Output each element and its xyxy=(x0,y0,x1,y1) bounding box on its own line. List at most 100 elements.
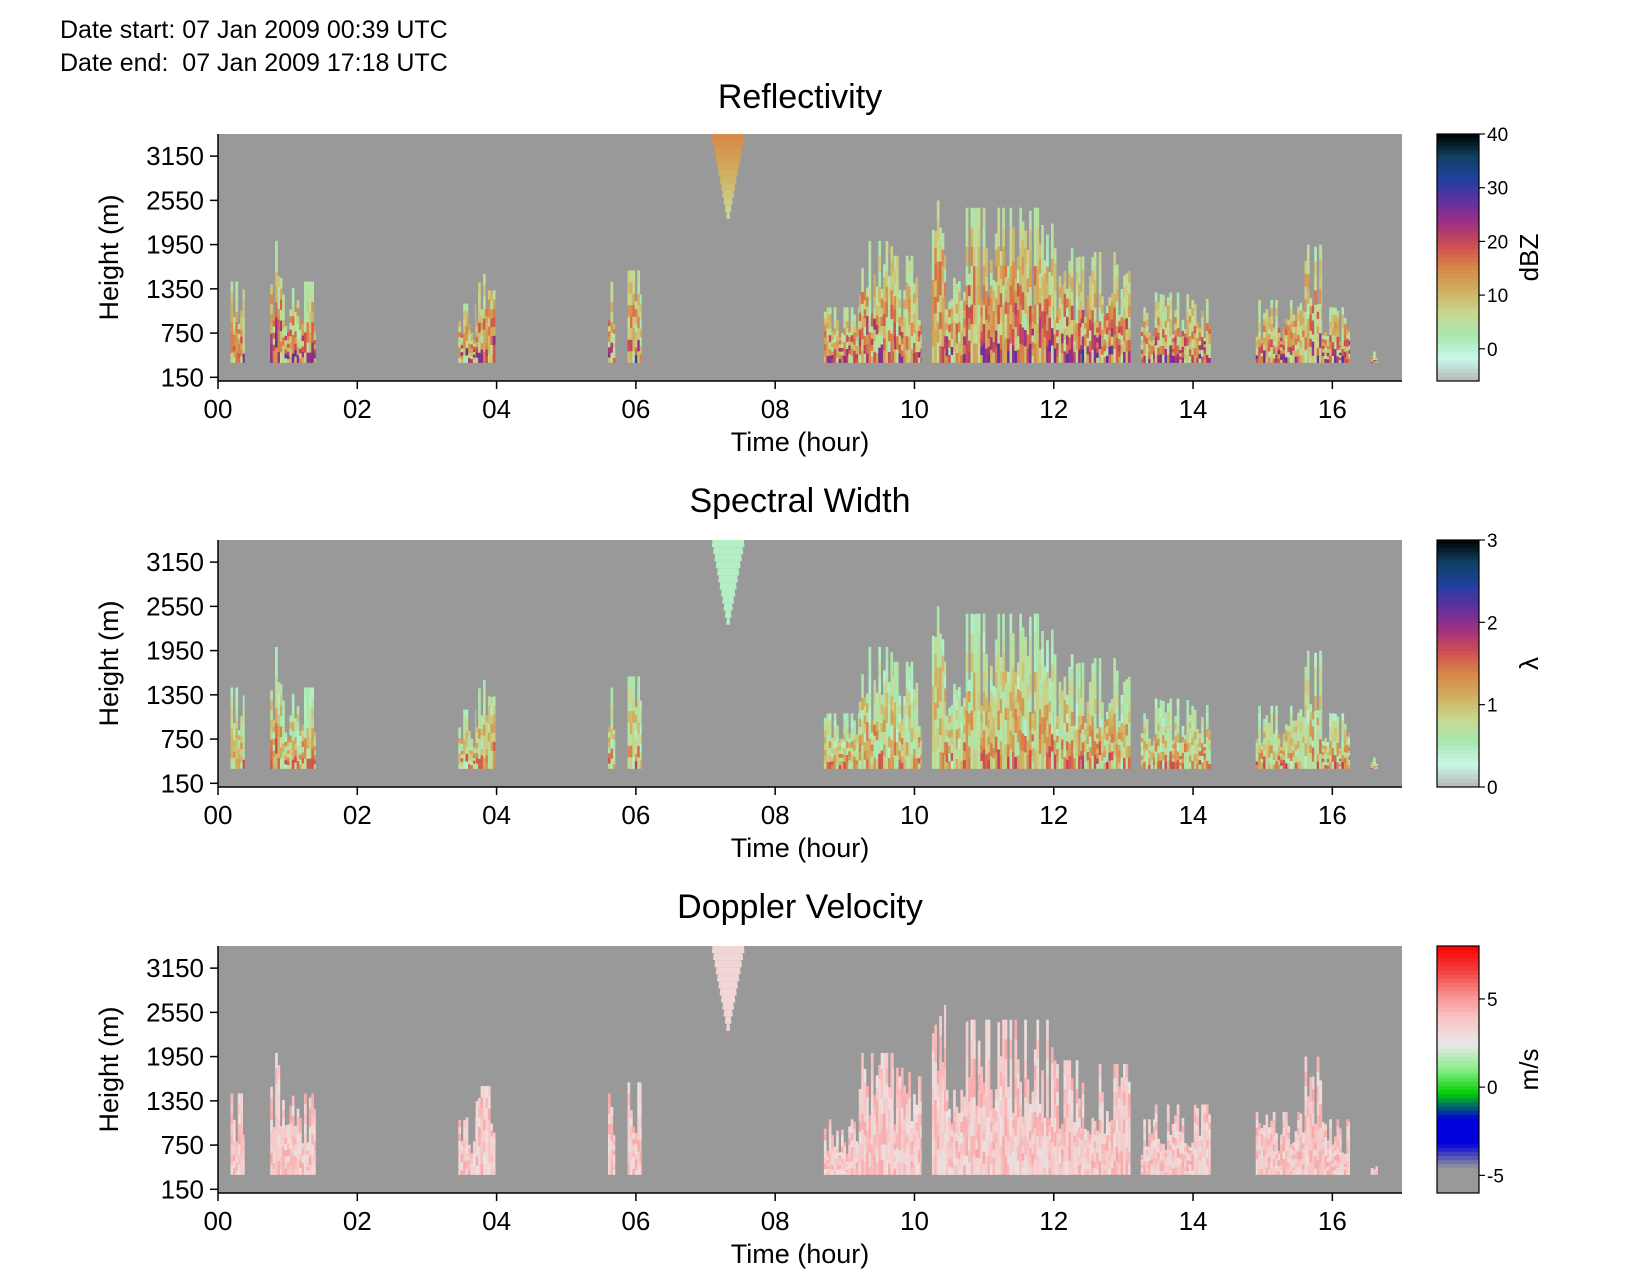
echo-cell xyxy=(275,677,278,693)
echo-cell xyxy=(1201,762,1204,769)
echo-cell xyxy=(240,1123,243,1135)
echo-cell xyxy=(955,699,959,710)
echo-cell xyxy=(1334,348,1337,357)
colorbar-swatch xyxy=(1437,548,1479,553)
echo-cell xyxy=(1075,336,1079,350)
echo-cell xyxy=(1343,746,1347,753)
echo-cell xyxy=(301,741,305,747)
echo-cell xyxy=(873,296,877,308)
echo-cell xyxy=(235,352,239,363)
echo-cell xyxy=(970,265,974,286)
echo-cell xyxy=(475,727,479,733)
echo-cell xyxy=(970,207,974,228)
echo-cell xyxy=(994,655,998,672)
echo-cell xyxy=(1329,747,1332,755)
echo-cell xyxy=(868,347,872,363)
echo-cell xyxy=(898,353,902,363)
echo-cell xyxy=(826,754,830,762)
echo-cell xyxy=(1127,316,1131,329)
echo-cell xyxy=(977,729,981,750)
echo-cell xyxy=(896,715,899,729)
echo-cell xyxy=(612,734,616,740)
echo-cell xyxy=(1048,689,1052,702)
echo-cell xyxy=(237,328,241,334)
echo-cell xyxy=(863,344,867,354)
echo-cell xyxy=(905,1123,909,1135)
echo-cell xyxy=(1203,356,1207,360)
echo-cell xyxy=(858,341,860,349)
echo-cell xyxy=(1265,755,1269,763)
echo-cell xyxy=(1270,307,1274,316)
echo-cell xyxy=(875,315,879,325)
echo-cell xyxy=(1078,755,1081,769)
echo-cell xyxy=(1267,322,1271,329)
echo-cell xyxy=(1289,721,1293,730)
echo-cell xyxy=(308,748,312,759)
echo-cell xyxy=(634,745,638,754)
echo-cell xyxy=(896,701,899,716)
echo-cell xyxy=(1341,341,1345,349)
echo-cell xyxy=(997,652,1001,673)
echo-cell xyxy=(898,759,902,769)
echo-cell xyxy=(975,671,979,692)
echo-cell xyxy=(1196,733,1199,739)
echo-cell xyxy=(1184,345,1187,351)
echo-cell xyxy=(1169,724,1173,734)
echo-cell xyxy=(863,732,867,743)
echo-cell xyxy=(1277,354,1281,359)
echo-cell xyxy=(1169,733,1173,743)
echo-cell xyxy=(1038,273,1042,289)
echo-cell xyxy=(900,1081,904,1095)
echo-cell xyxy=(1265,322,1269,330)
echo-cell xyxy=(913,293,916,304)
echo-cell xyxy=(296,1141,300,1151)
echo-cell xyxy=(1118,750,1121,757)
echo-cell xyxy=(970,343,974,363)
echo-cell xyxy=(934,1099,937,1119)
echo-cell xyxy=(1186,742,1190,752)
echo-cell xyxy=(478,1117,481,1127)
echo-cell xyxy=(1188,349,1192,357)
echo-cell xyxy=(1299,355,1303,363)
echo-cell xyxy=(1292,720,1295,727)
echo-cell xyxy=(1258,315,1261,324)
echo-cell xyxy=(1324,764,1327,769)
echo-cell xyxy=(977,304,981,325)
echo-cell xyxy=(480,322,484,330)
echo-cell xyxy=(608,346,611,353)
echo-cell xyxy=(1041,311,1044,329)
echo-cell xyxy=(890,1113,894,1130)
echo-cell xyxy=(1162,311,1165,321)
echo-cell xyxy=(1004,277,1008,290)
echo-cell xyxy=(970,749,974,769)
echo-cell xyxy=(1341,307,1345,315)
echo-cell xyxy=(492,1148,496,1154)
echo-cell xyxy=(289,1122,293,1132)
echo-cell xyxy=(233,723,236,730)
echo-cell xyxy=(1073,357,1076,363)
echo-cell xyxy=(848,1132,851,1139)
echo-cell xyxy=(634,1169,638,1175)
echo-cell xyxy=(230,342,234,353)
echo-cell xyxy=(460,341,464,346)
echo-cell xyxy=(1115,695,1119,708)
echo-cell xyxy=(948,707,951,716)
echo-cell xyxy=(1078,283,1081,297)
echo-cell xyxy=(858,735,862,744)
echo-cell xyxy=(1127,711,1131,723)
echo-cell xyxy=(1154,310,1158,320)
echo-cell xyxy=(960,737,964,746)
echo-cell xyxy=(1031,307,1035,315)
echo-cell xyxy=(838,742,842,747)
echo-cell xyxy=(1143,307,1146,315)
echo-cell xyxy=(1016,282,1020,297)
echo-cell xyxy=(242,316,245,327)
echo-cell xyxy=(1086,304,1090,313)
echo-cell xyxy=(1255,757,1259,762)
echo-cell xyxy=(903,1152,906,1164)
echo-cell xyxy=(1186,717,1190,726)
echo-cell xyxy=(492,1153,496,1160)
echo-cell xyxy=(973,710,976,731)
echo-cell xyxy=(960,745,964,754)
echo-cell xyxy=(289,1114,293,1124)
